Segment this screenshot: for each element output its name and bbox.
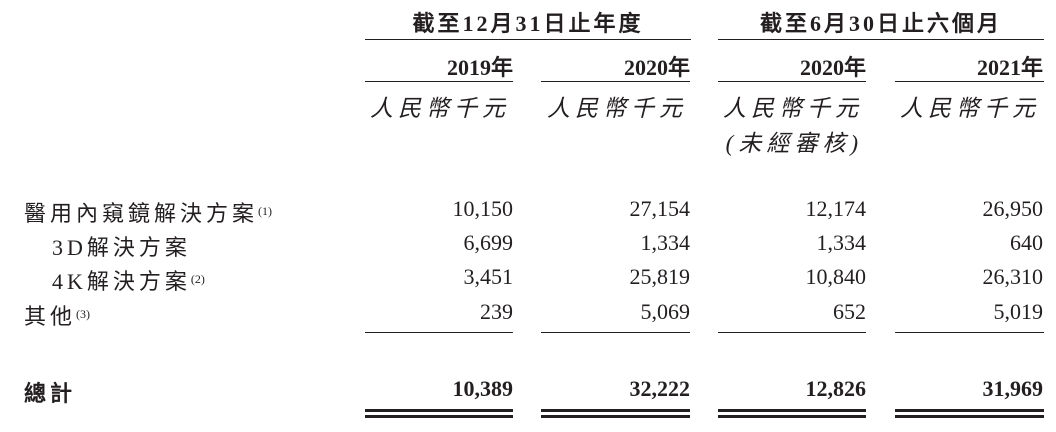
double-underline	[365, 415, 513, 418]
unit-label: 人民幣千元	[547, 96, 687, 121]
cell-value: 3,451	[463, 264, 514, 289]
group-header-six-months: 截至6月30日止六個月	[759, 11, 1002, 36]
footnote-ref: (1)	[258, 204, 273, 218]
unaudited-label: (未經審核)	[725, 131, 863, 156]
unit-label: 人民幣千元	[723, 96, 863, 121]
cell-value: 652	[833, 299, 866, 324]
row-label: 其他(3)	[24, 299, 90, 331]
year-header: 2021年	[976, 55, 1043, 80]
divider	[365, 39, 691, 40]
double-underline	[895, 415, 1044, 418]
cell-value: 27,154	[629, 196, 691, 221]
group-header-year: 截至12月31日止年度	[412, 11, 644, 36]
total-value: 12,826	[805, 376, 867, 401]
cell-value: 239	[480, 299, 513, 324]
cell-value: 10,150	[452, 196, 514, 221]
double-underline	[541, 415, 690, 418]
row-label-text: 其他	[24, 304, 77, 329]
double-underline	[365, 409, 513, 412]
cell-value: 1,334	[816, 230, 867, 255]
row-label: 4K解決方案(2)	[52, 264, 205, 296]
total-value: 10,389	[452, 376, 514, 401]
cell-value: 12,174	[805, 196, 867, 221]
divider	[718, 332, 866, 333]
row-label-text: 醫用內窺鏡解決方案	[24, 201, 259, 226]
row-label-text: 4K解決方案	[52, 269, 191, 294]
double-underline	[541, 409, 690, 412]
divider	[365, 332, 513, 333]
year-header: 2020年	[799, 55, 866, 80]
row-label: 醫用內窺鏡解決方案(1)	[24, 196, 272, 228]
year-header: 2019年	[446, 55, 513, 80]
unit-label: 人民幣千元	[370, 96, 510, 121]
divider	[541, 332, 690, 333]
divider	[718, 81, 866, 82]
cell-value: 25,819	[629, 264, 691, 289]
cell-value: 1,334	[640, 230, 691, 255]
divider	[718, 39, 1044, 40]
row-label-text: 3D解決方案	[52, 235, 191, 260]
unit-label: 人民幣千元	[900, 96, 1040, 121]
divider	[365, 81, 513, 82]
divider	[895, 81, 1044, 82]
footnote-ref: (3)	[76, 307, 91, 321]
footnote-ref: (2)	[190, 272, 205, 286]
cell-value: 640	[1010, 230, 1043, 255]
cell-value: 6,699	[463, 230, 514, 255]
divider	[895, 332, 1044, 333]
double-underline	[718, 409, 866, 412]
cell-value: 26,950	[982, 196, 1044, 221]
total-label: 總計	[24, 381, 77, 406]
cell-value: 5,069	[640, 299, 691, 324]
cell-value: 10,840	[805, 264, 867, 289]
row-label: 3D解決方案	[52, 230, 191, 262]
divider	[541, 81, 690, 82]
total-value: 32,222	[629, 376, 691, 401]
cell-value: 26,310	[982, 264, 1044, 289]
year-header: 2020年	[623, 55, 690, 80]
total-value: 31,969	[982, 376, 1044, 401]
double-underline	[895, 409, 1044, 412]
double-underline	[718, 415, 866, 418]
cell-value: 5,019	[993, 299, 1044, 324]
